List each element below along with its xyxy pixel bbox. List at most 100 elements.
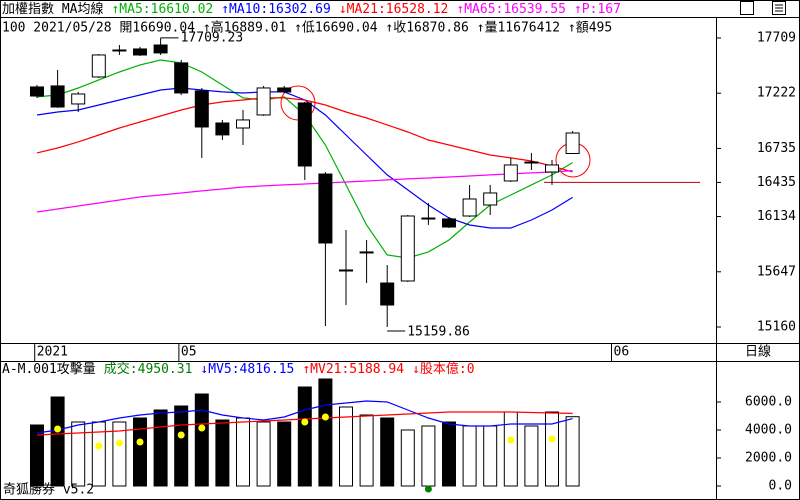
y-tick-label: 0.0 (769, 479, 792, 494)
volume-bar (194, 393, 209, 487)
candle-body (524, 161, 539, 164)
y-tick-label: 2000.0 (745, 451, 792, 466)
signal-dot (136, 438, 144, 446)
volume-bar (503, 411, 518, 487)
volume-bar (442, 421, 456, 487)
candle-body (236, 119, 250, 129)
y-tick-label: 16134 (757, 209, 796, 224)
candle-body (565, 132, 580, 155)
volume-bar (318, 378, 333, 487)
chart-title: 加權指數 MA均線 (2, 1, 103, 17)
y-tick-label: 6000.0 (745, 394, 792, 409)
signal-dot (507, 436, 515, 444)
legend-entry: 成交:4950.31 (104, 361, 193, 377)
volume-bar (215, 419, 230, 487)
volume-bar (71, 421, 86, 487)
candle-body (91, 54, 106, 78)
candle-body (380, 282, 395, 306)
mv-line (36, 400, 573, 434)
signal-dot (177, 431, 185, 439)
legend-entry: ↓股本億:0 (412, 361, 474, 377)
volume-bar (462, 425, 477, 487)
candle-body (153, 44, 168, 54)
high-annotation: 17709.23 (181, 30, 244, 45)
legend-entry: ↑MV21:5188.94 (302, 362, 404, 377)
volume-bar (524, 425, 539, 487)
signal-dot (54, 425, 62, 433)
volume-bar (297, 386, 312, 487)
candle-body (277, 87, 292, 93)
volume-bar (545, 411, 559, 487)
legend-entry: ↓MA21:16528.12 (339, 2, 449, 17)
candle-body (133, 48, 147, 56)
candle-body (421, 217, 436, 220)
volume-bar (339, 406, 353, 487)
y-tick-label: 17222 (757, 86, 796, 101)
volume-bar (153, 409, 168, 487)
candle-body (359, 251, 374, 254)
signal-dot (198, 424, 206, 432)
legend-entry: ↑P:167 (574, 2, 621, 17)
x-tick-label: 05 (181, 345, 197, 360)
y-tick-label: 4000.0 (745, 423, 792, 438)
candle-body (318, 173, 333, 244)
candle-body (194, 90, 209, 128)
candle-body (503, 164, 518, 182)
y-tick-label: 16735 (757, 141, 796, 156)
legend-entry: ↑MA10:16302.69 (221, 2, 331, 17)
volume-bar (30, 424, 44, 487)
low-annotation: 15159.86 (407, 325, 470, 340)
signal-dot (95, 442, 103, 450)
plot-layer: 17709 17222 16735 16435 16134 15647 15160 2021 0… (30, 30, 796, 494)
footer: 奇狐勝券 v5.2 (3, 482, 94, 498)
volume-bar (50, 396, 65, 487)
volume-bar (483, 425, 498, 487)
x-tick-label: 2021 (37, 345, 68, 360)
candle-body (30, 86, 44, 97)
candle-body (50, 85, 65, 108)
volume-bar (565, 416, 580, 487)
volume-bar (359, 414, 374, 487)
volume-bar (133, 417, 147, 487)
ma-line (36, 170, 573, 213)
volume-bar (400, 429, 415, 487)
candle-body (400, 215, 415, 282)
quote-info: 100 2021/05/28 開16690.04 ↑高16889.01 ↑低16… (2, 20, 612, 36)
volume-legend: A-M.001攻擊量 成交:4950.31 ↓MV5:4816.15 ↑MV21:51… (2, 361, 475, 377)
signal-dot (301, 418, 309, 426)
candle-body (297, 102, 312, 167)
volume-bar (112, 421, 127, 487)
legend-entry: ↓MV5:4816.15 (200, 362, 294, 377)
y-tick-label: 15160 (757, 320, 796, 335)
volume-bar (174, 405, 189, 487)
volume-bar (236, 417, 250, 487)
candle-body (442, 218, 456, 228)
period-label: 日線 (745, 344, 771, 360)
candle-body (483, 192, 498, 206)
y-tick-label: 16435 (757, 175, 796, 190)
candle-body (256, 87, 271, 116)
x-tick-label: 06 (614, 345, 630, 360)
legend-entry: ↑MA65:16539.55 (456, 2, 566, 17)
candle-body (339, 269, 353, 272)
window-icon[interactable] (740, 1, 754, 15)
candle-body (71, 93, 86, 105)
volume-title: A-M.001攻擊量 (2, 361, 96, 377)
ma-line (36, 97, 573, 173)
y-tick-label: 17709 (757, 30, 796, 45)
legend-entry: ↑MA5:16610.02 (111, 2, 213, 17)
candle-body (112, 49, 127, 52)
signal-dot (548, 435, 556, 443)
candle-body (462, 198, 477, 217)
signal-dot (424, 485, 432, 493)
candle-body (545, 164, 559, 173)
signal-dot (321, 413, 329, 421)
volume-bar (421, 425, 436, 487)
signal-dot (115, 439, 123, 447)
volume-bar (277, 421, 292, 487)
candle-body (215, 122, 230, 136)
volume-bar (256, 421, 271, 487)
price-legend: 加權指數 MA均線 ↑MA5:16610.02 ↑MA10:16302.69 ↓MA2… (2, 1, 621, 17)
y-tick-label: 15647 (757, 264, 796, 279)
